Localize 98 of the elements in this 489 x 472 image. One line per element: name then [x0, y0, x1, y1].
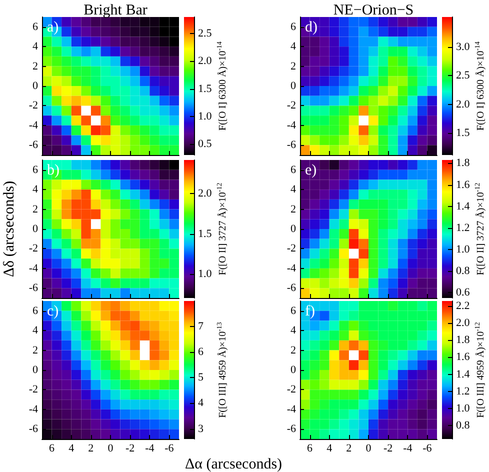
color-bar-label: 0.8: [456, 265, 470, 278]
y-tick-label: -4: [28, 119, 38, 132]
y-tick-label: -2: [28, 100, 38, 112]
x-tick-label: -4: [403, 442, 413, 454]
color-bar-label: 1.5: [198, 228, 212, 240]
color-bar-label: 1.4: [456, 200, 470, 212]
y-tick-label: 2: [290, 203, 296, 216]
y-tick-label: -4: [28, 262, 38, 274]
y-tick-label: 4: [290, 324, 296, 337]
y-tick-label: 2: [290, 344, 296, 356]
color-bar-label: 1.0: [198, 110, 212, 122]
color-bar-label: 7: [198, 320, 204, 333]
color-bar-label: 3.0: [456, 40, 470, 53]
color-bar-label: 1.2: [456, 222, 470, 234]
x-tick-label: 6: [307, 442, 314, 454]
y-tick-label: 2: [32, 203, 38, 216]
chart-title: Bright Bar: [84, 2, 148, 18]
color-bar-label: 5: [198, 372, 204, 384]
color-bar-label: 2.2: [456, 300, 470, 312]
color-bar-label: 1.6: [456, 351, 470, 364]
x-tick-label: 2: [88, 442, 94, 454]
x-tick-label: -4: [145, 442, 155, 454]
y-tick-label: 4: [290, 184, 296, 196]
y-tick-label: -6: [286, 139, 296, 152]
color-bar-label: 0.5: [198, 138, 212, 150]
x-tick-label: 2: [346, 442, 352, 454]
y-tick-label: -6: [28, 423, 38, 436]
y-tick-label: -4: [286, 403, 296, 416]
y-tick-label: 6: [32, 304, 38, 317]
y-tick-label: 4: [290, 40, 296, 53]
color-bar-label: 3: [198, 422, 204, 435]
y-tick-label: -6: [28, 282, 38, 294]
annotation: c): [47, 304, 59, 320]
color-bar-label: 4: [198, 397, 204, 410]
x-tick-label: 4: [68, 442, 75, 454]
color-bar-label: 1.0: [456, 243, 470, 256]
y-tick-label: 2: [290, 60, 296, 72]
y-tick-label: -2: [286, 384, 296, 396]
annotation: e): [305, 162, 317, 178]
x-tick-label: 4: [326, 442, 333, 454]
color-bar-label: 1.4: [456, 368, 470, 380]
x-tick-label: -6: [422, 442, 432, 454]
x-axis-title: Δα (arcseconds): [185, 456, 282, 472]
y-tick-label: 4: [32, 40, 38, 53]
color-bar-label: 1.6: [456, 178, 470, 191]
annotation: a): [47, 20, 59, 36]
x-tick-label: -2: [383, 442, 393, 454]
color-bar-label: 2.0: [198, 188, 212, 200]
y-tick-label: 6: [32, 20, 38, 33]
color-bar-label: 1.5: [456, 127, 470, 140]
y-tick-label: 6: [290, 20, 296, 33]
y-tick-label: -6: [286, 282, 296, 294]
y-tick-label: 6: [32, 164, 38, 176]
y-tick-label: 0: [290, 223, 296, 235]
y-tick-label: -4: [28, 403, 38, 416]
y-tick-label: 0: [290, 80, 296, 92]
y-tick-label: -6: [28, 139, 38, 152]
y-tick-label: -2: [28, 242, 38, 255]
chart-title: NE−Orion−S: [333, 2, 414, 18]
color-bar-label: 6: [198, 346, 204, 358]
y-tick-label: -2: [28, 384, 38, 396]
color-bar-label: 2.5: [456, 70, 470, 82]
y-tick-label: 4: [32, 184, 38, 196]
y-tick-label: 0: [290, 364, 296, 376]
color-bar-label: 2.0: [198, 55, 212, 68]
color-bar-label: 1.2: [456, 385, 470, 398]
y-tick-label: 6: [290, 164, 296, 176]
y-tick-label: 0: [32, 364, 38, 376]
x-tick-label: 0: [366, 442, 372, 454]
y-tick-label: 0: [32, 80, 38, 92]
x-tick-label: -6: [164, 442, 174, 454]
color-bar-label: 1.0: [198, 268, 212, 280]
y-tick-label: 0: [32, 223, 38, 235]
x-tick-label: 6: [49, 442, 56, 454]
y-tick-label: -4: [286, 119, 296, 132]
color-bar-label: 1.8: [456, 334, 470, 346]
annotation: f): [305, 304, 315, 320]
y-tick-label: 2: [32, 60, 38, 72]
y-axis-title: Δδ (arcseconds): [2, 180, 18, 278]
color-bar-label: 1.8: [456, 157, 470, 170]
y-tick-label: -2: [286, 100, 296, 112]
x-tick-label: 0: [108, 442, 114, 454]
y-tick-label: 4: [32, 324, 38, 337]
y-tick-label: 2: [32, 344, 38, 356]
color-bar-label: 2.0: [456, 317, 470, 330]
color-bar-label: 1.0: [456, 402, 470, 414]
x-tick-label: -2: [125, 442, 135, 454]
y-tick-label: 6: [290, 304, 296, 317]
annotation: b): [47, 162, 60, 178]
color-bar-label: 1.5: [198, 82, 212, 95]
color-bar-label: 2.0: [456, 98, 470, 110]
color-bar-label: 0.6: [456, 286, 470, 299]
y-tick-label: -4: [286, 262, 296, 274]
y-tick-label: -2: [286, 242, 296, 255]
annotation: d): [305, 20, 318, 36]
color-bar-label: 0.8: [456, 419, 470, 432]
color-bar-label: 2.5: [198, 28, 212, 40]
y-tick-label: -6: [286, 423, 296, 436]
